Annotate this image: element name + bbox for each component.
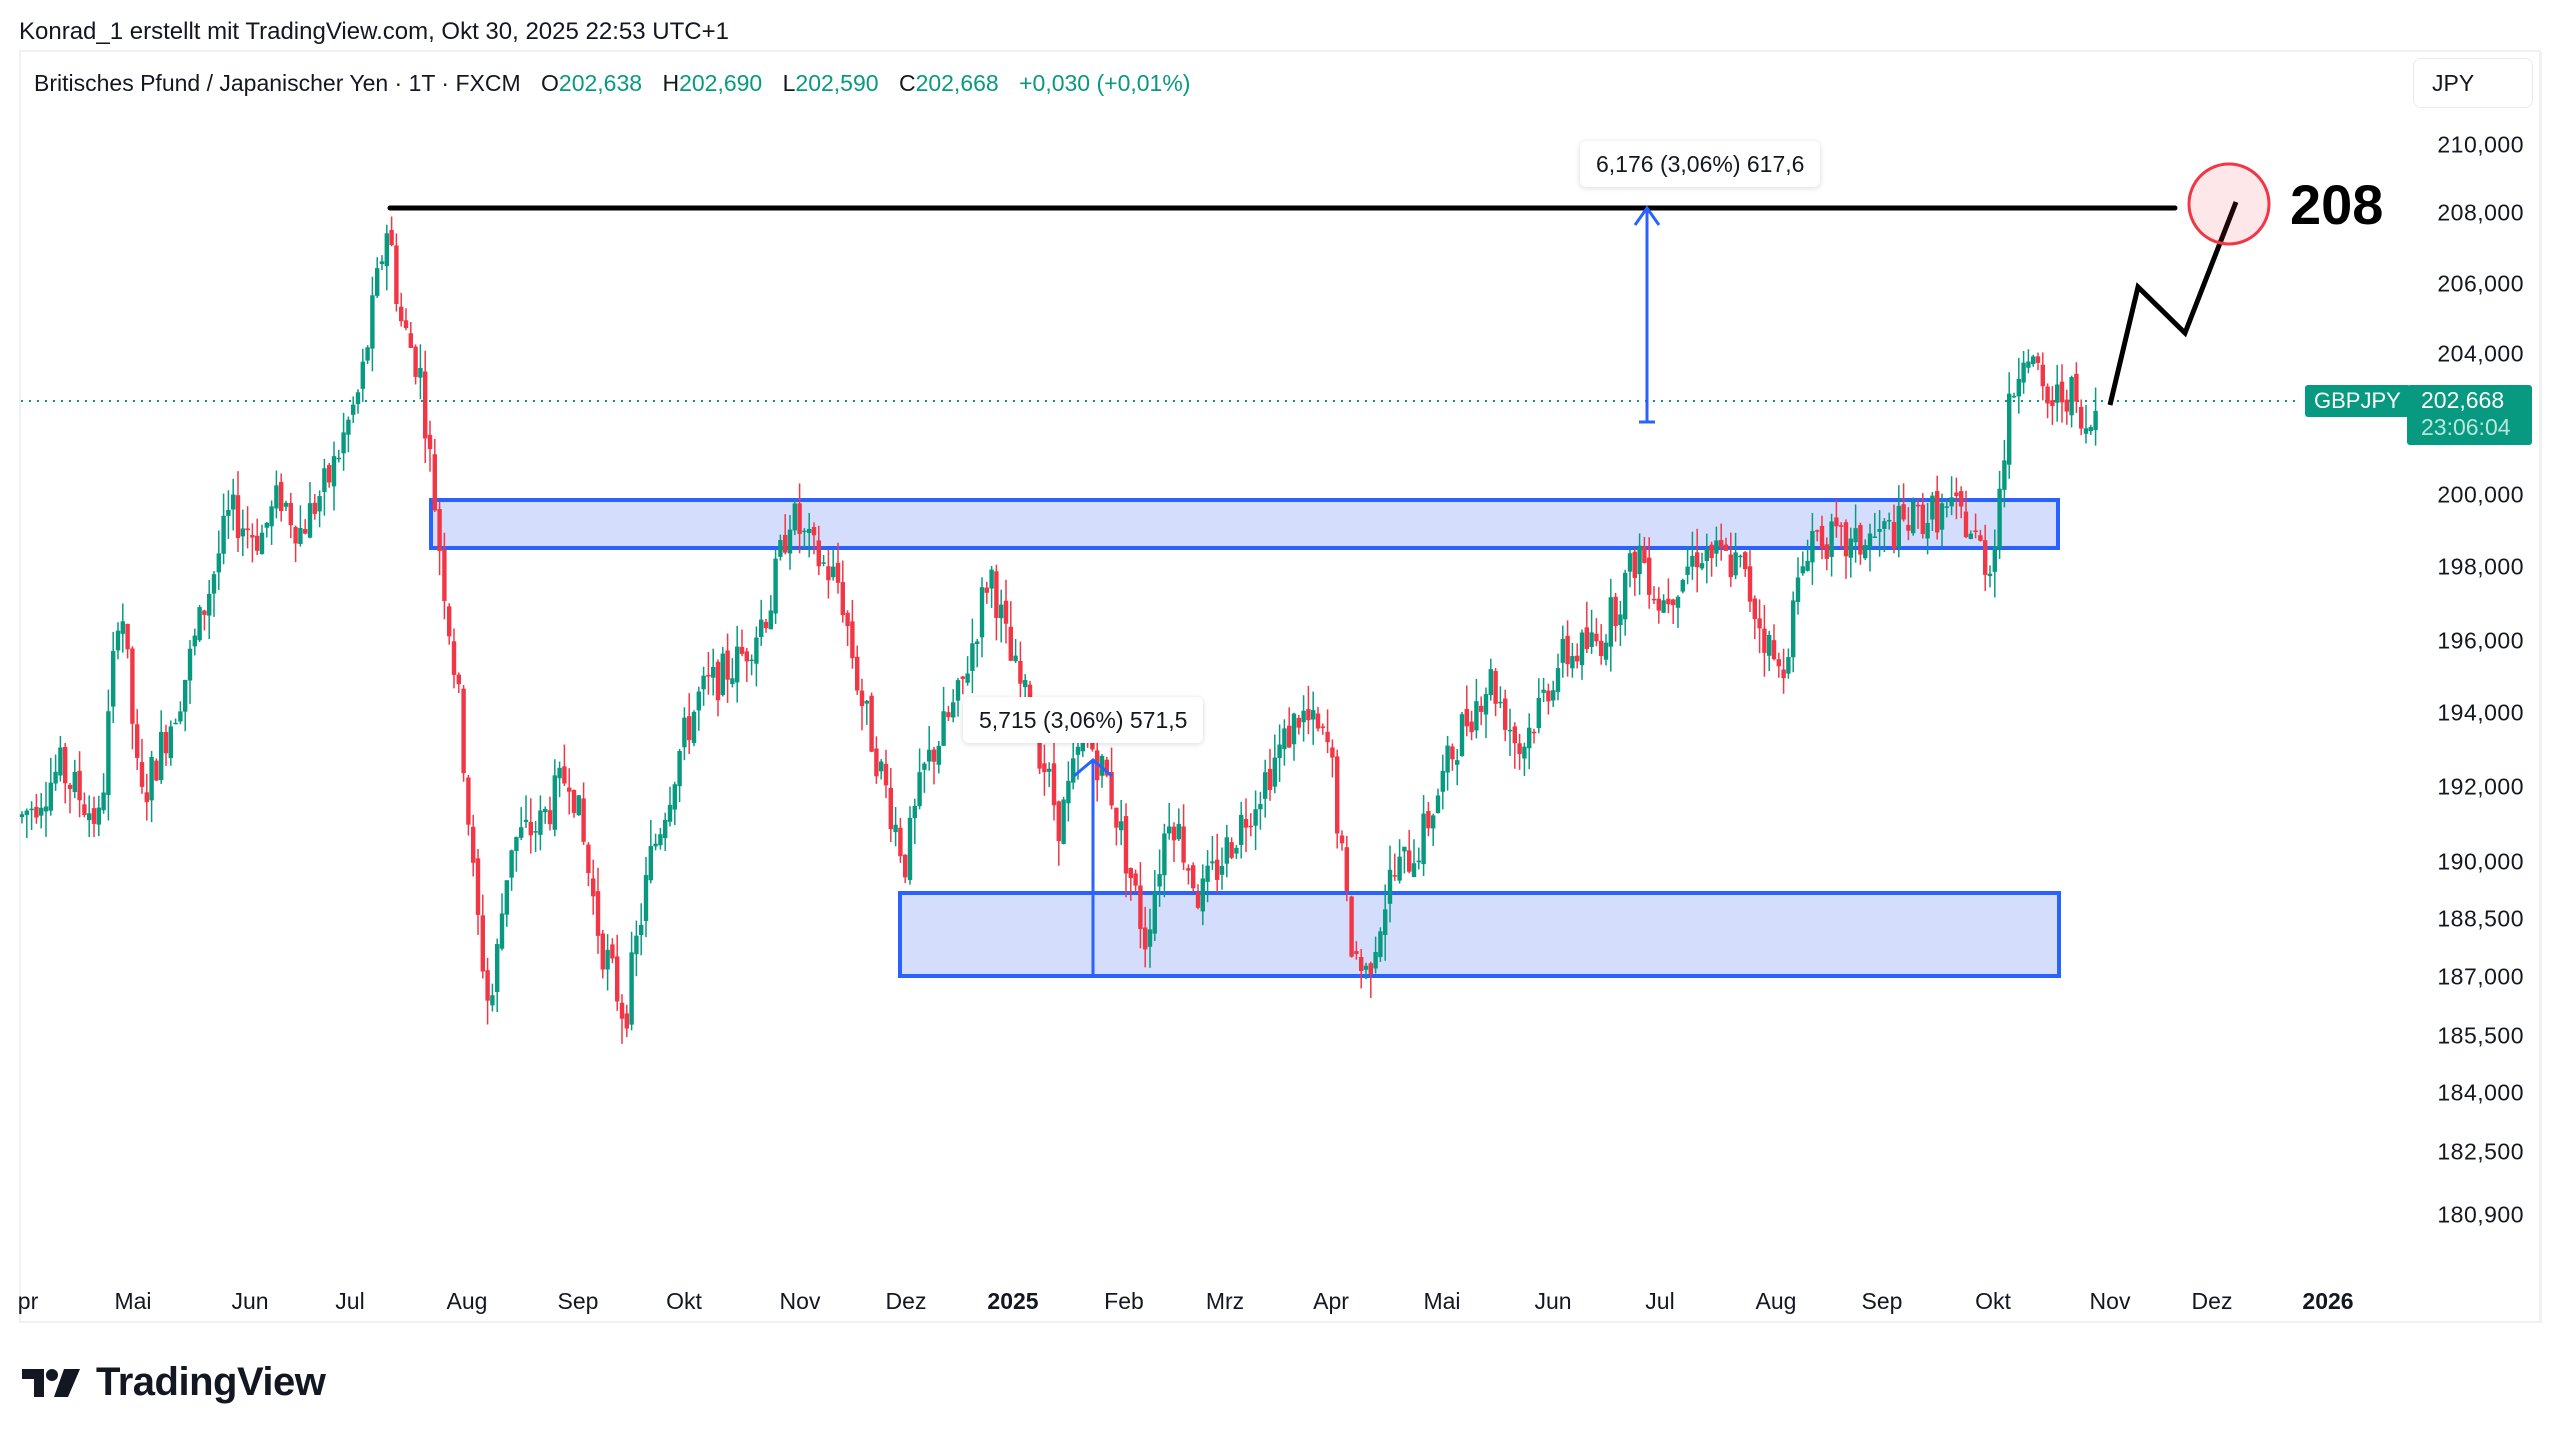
open-value: 202,638 (558, 70, 643, 96)
measure-label-bottom: 5,715 (3,06%) 571,5 (963, 697, 1204, 743)
price-tick: 182,500 (2437, 1138, 2524, 1165)
chart-frame[interactable] (19, 50, 2541, 1323)
candles (19, 216, 2098, 1044)
price-tick: 206,000 (2437, 270, 2524, 297)
measure-arrow-top[interactable] (1633, 205, 1661, 424)
high-value: 202,690 (679, 70, 763, 96)
target-circle[interactable] (2187, 162, 2271, 246)
time-tick: Dez (2191, 1288, 2233, 1314)
time-tick: Sep (1861, 1288, 1903, 1314)
price-tick: 185,500 (2437, 1022, 2524, 1049)
low-key: L (782, 70, 796, 96)
price-tick: 208,000 (2437, 199, 2524, 226)
price-tick: 184,000 (2437, 1079, 2524, 1106)
symbol-tag: GBPJPY (2305, 385, 2410, 417)
time-tick: Jul (1645, 1288, 1675, 1314)
low-value: 202,590 (795, 70, 879, 96)
time-tick: Nov (2089, 1288, 2131, 1314)
time-tick: Nov (779, 1288, 821, 1314)
time-tick: Okt (666, 1288, 702, 1314)
time-tick: Jul (335, 1288, 365, 1314)
price-tick: 190,000 (2437, 848, 2524, 875)
time-tick: pr (17, 1288, 39, 1314)
tradingview-logo-text: TradingView (96, 1360, 326, 1404)
tradingview-logo-icon (22, 1368, 80, 1397)
target-label: 208 (2290, 173, 2384, 236)
price-tick: 198,000 (2437, 553, 2524, 580)
high-key: H (662, 70, 680, 96)
measure-label-top: 6,176 (3,06%) 617,6 (1580, 141, 1821, 187)
time-tick: 2025 (987, 1288, 1039, 1314)
price-tick: 192,000 (2437, 773, 2524, 800)
symbol-legend: Britisches Pfund / Japanischer Yen · 1T … (34, 70, 1204, 97)
open-key: O (541, 70, 559, 96)
time-tick: Feb (1104, 1288, 1144, 1314)
measure-arrow-bottom[interactable] (1073, 758, 1113, 976)
chart-credit: Konrad_1 erstellt mit TradingView.com, O… (19, 18, 729, 45)
price-tick: 204,000 (2437, 340, 2524, 367)
time-tick: Aug (446, 1288, 488, 1314)
change-value: +0,030 (+0,01%) (1019, 70, 1191, 96)
projection-path[interactable] (2107, 201, 2239, 406)
last-price-tag: 202,668 23:06:04 (2407, 385, 2532, 445)
time-tick: Okt (1975, 1288, 2011, 1314)
bar-countdown: 23:06:04 (2421, 414, 2511, 440)
time-tick: Mrz (1205, 1288, 1245, 1314)
time-tick: Mai (1423, 1288, 1461, 1314)
time-tick: Jun (1534, 1288, 1572, 1314)
price-tick: 196,000 (2437, 627, 2524, 654)
time-tick: Dez (885, 1288, 927, 1314)
currency-button[interactable]: JPY (2413, 58, 2533, 108)
symbol-title[interactable]: Britisches Pfund / Japanischer Yen · 1T … (34, 70, 521, 96)
resistance-zone[interactable] (429, 498, 2060, 550)
price-tick: 180,900 (2437, 1201, 2524, 1228)
time-tick: Jun (231, 1288, 269, 1314)
price-tick: 210,000 (2437, 131, 2524, 158)
close-value: 202,668 (915, 70, 999, 96)
tradingview-logo[interactable]: TradingView (22, 1360, 326, 1405)
price-tick: 194,000 (2437, 699, 2524, 726)
time-tick: 2026 (2302, 1288, 2354, 1314)
last-price: 202,668 (2421, 387, 2505, 413)
price-tick: 188,500 (2437, 905, 2524, 932)
close-key: C (898, 70, 916, 96)
support-zone[interactable] (898, 891, 2061, 978)
time-tick: Mai (114, 1288, 152, 1314)
price-tick: 200,000 (2437, 481, 2524, 508)
price-tick: 187,000 (2437, 963, 2524, 990)
time-tick: Apr (1313, 1288, 1349, 1314)
time-tick: Aug (1755, 1288, 1797, 1314)
time-tick: Sep (557, 1288, 599, 1314)
